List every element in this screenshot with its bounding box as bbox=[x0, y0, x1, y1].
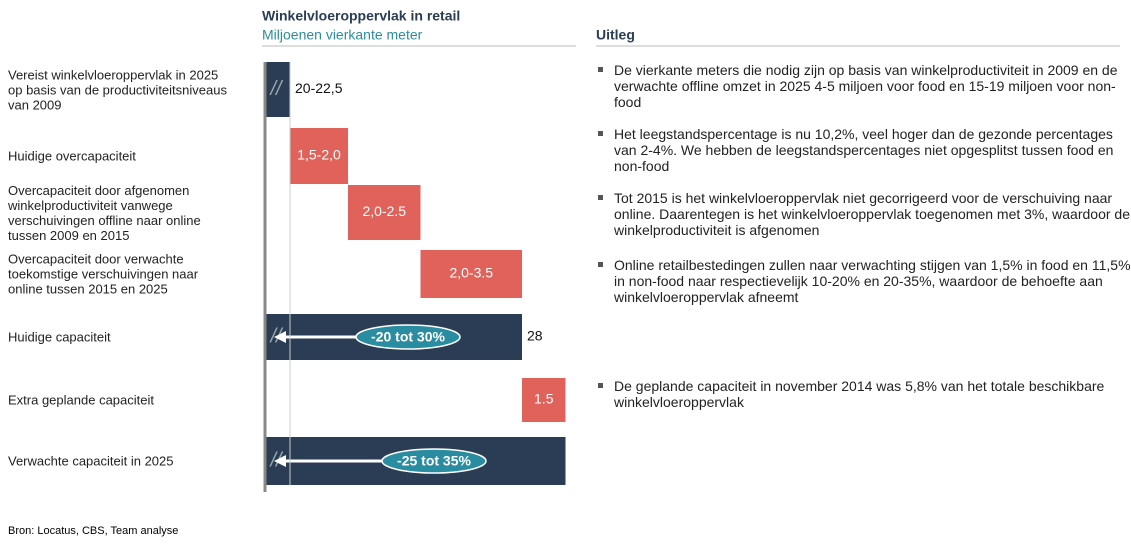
total-bar bbox=[266, 62, 290, 117]
bullet: De vierkante meters die nodig zijn op ba… bbox=[598, 62, 1131, 110]
category-label: Overcapaciteit door verwachte toekomstig… bbox=[8, 251, 199, 297]
source: Bron: Locatus, CBS, Team analyse bbox=[8, 525, 178, 537]
category-label: Vereist winkelvloeroppervlak in 2025 op … bbox=[8, 67, 227, 112]
category-label: Huidige capaciteit bbox=[8, 329, 111, 345]
explanation-title: Uitleg bbox=[596, 27, 635, 43]
bullet: Het leegstandspercentage is nu 10,2%, ve… bbox=[598, 126, 1131, 174]
bullet: Tot 2015 is het winkelvloeroppervlak nie… bbox=[598, 190, 1131, 238]
chart-title: Winkelvloeroppervlak in retail bbox=[262, 8, 460, 24]
pill bbox=[381, 448, 487, 474]
bullet: De geplande capaciteit in november 2014 … bbox=[598, 378, 1131, 410]
pill-label: -25 tot 35% bbox=[397, 453, 471, 469]
arrow-head bbox=[274, 455, 286, 467]
category-label: Overcapaciteit door afgenomen winkelprod… bbox=[8, 182, 201, 243]
value-label: 2,0-3.5 bbox=[449, 265, 493, 281]
category-label: Huidige overcapaciteit bbox=[8, 148, 136, 164]
category-label: Extra geplande capaciteit bbox=[8, 392, 154, 408]
step-bar bbox=[420, 250, 522, 298]
value-label: 1,5-2,0 bbox=[297, 147, 341, 163]
value-label: 2,0-2.5 bbox=[362, 203, 406, 219]
chart-subtitle: Miljoenen vierkante meter bbox=[262, 27, 423, 43]
step-bar bbox=[522, 378, 566, 422]
bullet: Online retailbestedingen zullen naar ver… bbox=[598, 257, 1131, 305]
axis-break: // bbox=[268, 78, 284, 100]
arrow-head bbox=[274, 331, 286, 343]
pill bbox=[355, 324, 461, 350]
category-label: Verwachte capaciteit in 2025 bbox=[8, 453, 174, 469]
value-label: 20-22,5 bbox=[295, 80, 343, 96]
pill-label: -20 tot 30% bbox=[371, 329, 445, 345]
step-bar bbox=[348, 185, 421, 240]
value-label: 28 bbox=[527, 328, 543, 344]
step-bar bbox=[290, 128, 348, 184]
value-label: 1.5 bbox=[534, 391, 554, 407]
